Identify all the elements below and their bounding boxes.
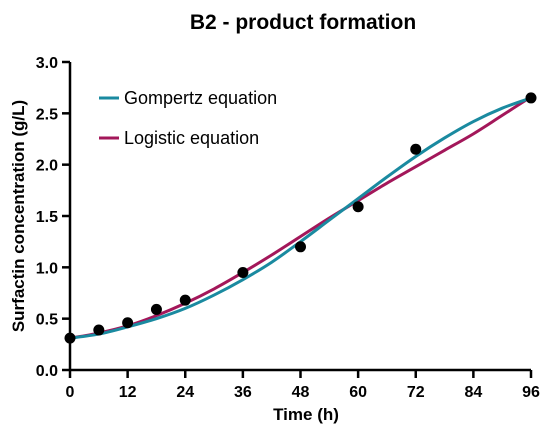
y-tick-label: 0.0 [36,363,58,380]
x-ticks: 0 12 24 36 48 60 72 84 96 [66,370,540,401]
logistic-curve [68,95,533,340]
x-tick-label: 36 [234,384,252,401]
legend: Gompertz equation Logistic equation [99,88,277,148]
data-point [179,294,191,306]
y-tick-label: 0.5 [36,312,58,329]
data-point [237,266,249,278]
y-ticks: 0.0 0.5 1.0 1.5 2.0 2.5 3.0 [36,55,70,380]
legend-label: Logistic equation [124,128,259,148]
y-axis-label: Surfactin concentration (g/L) [9,100,28,332]
y-tick-label: 3.0 [36,55,58,72]
y-tick-label: 2.0 [36,158,58,175]
data-point [93,324,105,336]
x-axis-label: Time (h) [273,405,339,424]
legend-item-logistic: Logistic equation [99,128,259,148]
data-point [295,241,306,253]
y-tick-label: 1.5 [36,209,58,226]
x-tick-label: 48 [292,384,310,401]
x-tick-label: 12 [119,384,137,401]
legend-label: Gompertz equation [124,88,277,108]
x-tick-label: 24 [176,384,194,401]
data-point [410,143,422,155]
data-point [122,317,134,329]
y-tick-label: 2.5 [36,106,58,123]
data-point [64,332,76,344]
chart-title: B2 - product formation [190,11,416,34]
data-point [525,92,537,104]
y-tick-label: 1.0 [36,260,58,277]
data-point [352,201,364,213]
data-point [150,303,162,315]
x-tick-label: 60 [349,384,367,401]
data-points [64,92,537,344]
x-tick-label: 0 [66,384,75,401]
x-tick-label: 72 [407,384,425,401]
x-tick-label: 96 [522,384,540,401]
x-tick-label: 84 [464,384,482,401]
legend-item-gompertz: Gompertz equation [99,88,277,108]
